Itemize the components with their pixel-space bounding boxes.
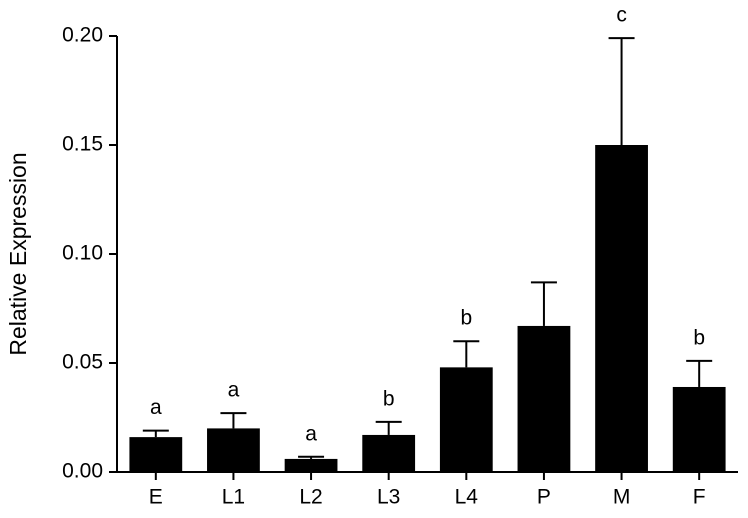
x-tick-label: L4 xyxy=(455,486,479,509)
significance-letter: a xyxy=(305,422,317,445)
bar xyxy=(517,325,571,472)
x-tick-label: F xyxy=(693,486,706,509)
significance-letter: b xyxy=(460,307,472,330)
bar xyxy=(672,386,726,472)
bar xyxy=(207,428,260,472)
x-tick-label: E xyxy=(149,486,163,509)
x-tick-label: L3 xyxy=(377,486,400,509)
x-tick-label: P xyxy=(537,486,551,509)
bar xyxy=(439,367,493,472)
bar xyxy=(595,145,648,472)
x-tick-label: M xyxy=(613,486,631,509)
significance-letter: b xyxy=(693,326,705,349)
x-tick-label: L2 xyxy=(299,486,322,509)
bar xyxy=(362,434,416,472)
y-tick-label: 0.10 xyxy=(62,242,103,265)
significance-letter: a xyxy=(150,396,162,419)
significance-letter: a xyxy=(228,379,240,402)
significance-letter: c xyxy=(616,4,627,27)
y-tick-label: 0.00 xyxy=(62,460,103,483)
bar xyxy=(129,437,183,472)
x-tick-label: L1 xyxy=(222,486,245,509)
bar xyxy=(284,458,338,472)
y-tick-label: 0.20 xyxy=(62,24,103,47)
y-axis-label: Relative Expression xyxy=(5,152,31,355)
significance-letter: b xyxy=(383,387,395,410)
y-tick-label: 0.05 xyxy=(62,351,103,374)
y-tick-label: 0.15 xyxy=(62,133,103,156)
